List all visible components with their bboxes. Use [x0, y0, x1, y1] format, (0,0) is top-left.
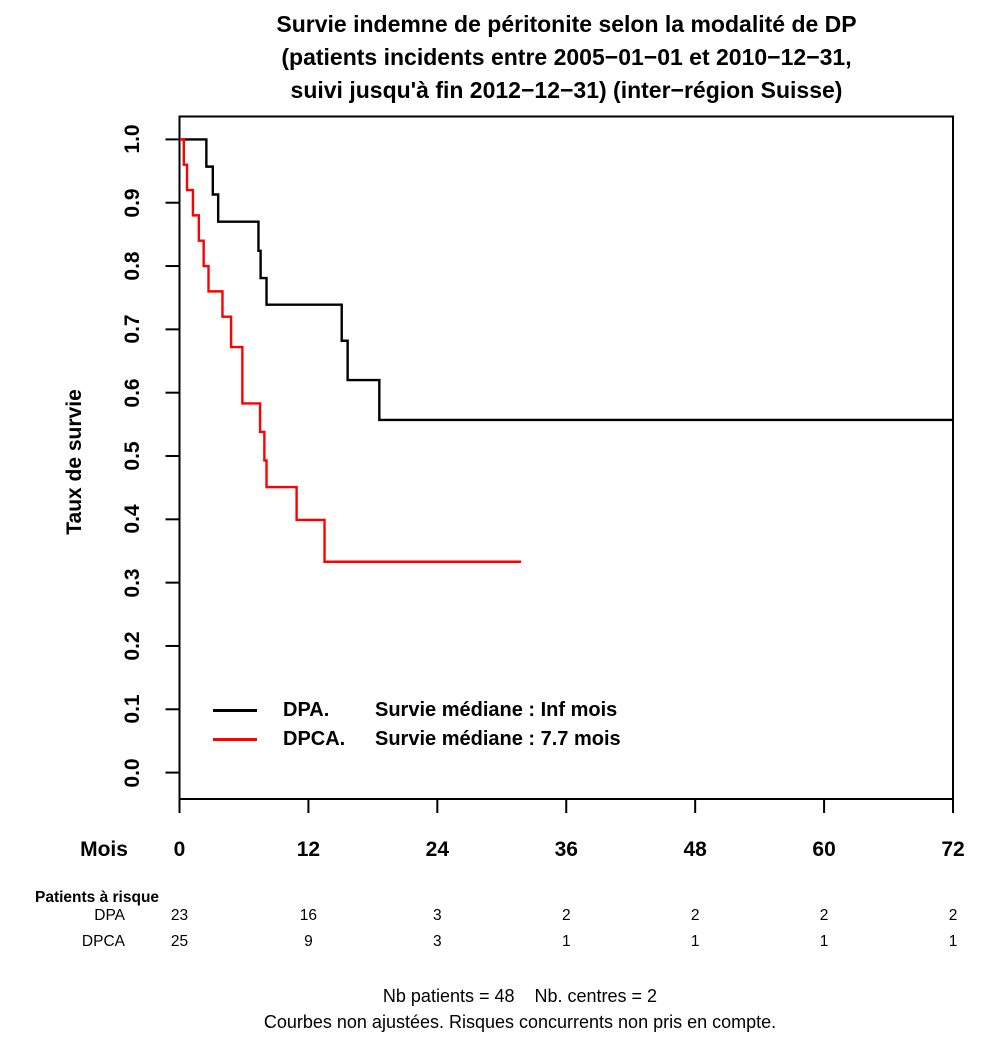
risk-row-label-dpca: DPCA — [81, 933, 125, 950]
axes — [165, 115, 954, 813]
x-tick-label: 24 — [425, 838, 450, 861]
y-tick-label: 1.0 — [121, 124, 144, 154]
x-tick-label: 36 — [554, 838, 578, 861]
y-tick-label: 0.8 — [121, 251, 144, 281]
footer-note-1: Nb patients = 48 Nb. centres = 2 — [382, 986, 658, 1006]
y-tick-label: 0.2 — [121, 631, 144, 661]
risk-count-dpa: 16 — [299, 907, 318, 924]
chart-title-line2: (patients incidents entre 2005−01−01 et … — [281, 44, 852, 70]
risk-count-dpa: 2 — [561, 907, 571, 924]
x-axis-title: Mois — [80, 838, 128, 861]
y-tick-label: 0.1 — [121, 694, 144, 724]
legend-label-dpca: DPCA. — [283, 727, 346, 750]
risk-count-dpa: 2 — [690, 907, 700, 924]
risk-row-label-dpa: DPA — [94, 907, 125, 924]
risk-count-dpca: 9 — [304, 933, 313, 950]
risk-count-dpca: 1 — [561, 933, 571, 950]
chart-title-line3: suivi jusqu'à fin 2012−12−31) (inter−rég… — [290, 77, 843, 103]
legend-median-dpa: Survie médiane : Inf mois — [375, 698, 618, 721]
y-tick-label: 0.5 — [121, 441, 144, 471]
risk-count-dpca: 25 — [170, 933, 189, 950]
survival-curve-dpa — [179, 138, 953, 422]
x-tick-label: 12 — [296, 838, 321, 861]
risk-count-dpca: 3 — [433, 933, 442, 950]
legend-item-dpa: DPA. Survie médiane : Inf mois — [213, 698, 617, 722]
chart-title: Survie indemne de péritonite selon la mo… — [180, 8, 953, 107]
y-tick-label: 0.6 — [121, 378, 144, 408]
chart-title-line1: Survie indemne de péritonite selon la mo… — [276, 11, 857, 37]
y-tick-label: 0.9 — [121, 188, 144, 218]
risk-count-dpca: 1 — [948, 933, 958, 950]
plot-box — [178, 115, 954, 800]
y-tick-label: 0.3 — [121, 568, 144, 598]
risk-count-dpca: 1 — [819, 933, 829, 950]
x-tick-label: 72 — [941, 838, 965, 861]
legend-line-dpca — [213, 737, 257, 741]
x-tick-label: 48 — [683, 838, 707, 861]
y-tick-label: 0.7 — [121, 314, 144, 344]
risk-count-dpa: 3 — [433, 907, 442, 924]
risk-count-dpca: 1 — [690, 933, 700, 950]
y-tick-label: 0.0 — [121, 757, 144, 788]
risk-count-dpa: 2 — [948, 907, 958, 924]
x-tick-label: 0 — [173, 838, 186, 861]
x-tick-label: 60 — [812, 838, 836, 861]
risk-count-dpa: 2 — [819, 907, 829, 924]
legend-line-dpa — [213, 708, 257, 712]
legend-item-dpca: DPCA. Survie médiane : 7.7 mois — [213, 727, 621, 751]
footer-note-2: Courbes non ajustées. Risques concurrent… — [263, 1012, 777, 1032]
risk-count-dpa: 23 — [170, 907, 189, 924]
legend-label-dpa: DPA. — [283, 698, 330, 721]
survival-curves — [179, 138, 953, 563]
survival-curve-dpca — [179, 138, 522, 563]
risk-table-header: Patients à risque — [35, 889, 160, 906]
y-tick-label: 0.4 — [121, 504, 144, 534]
legend-median-dpca: Survie médiane : 7.7 mois — [375, 727, 621, 750]
